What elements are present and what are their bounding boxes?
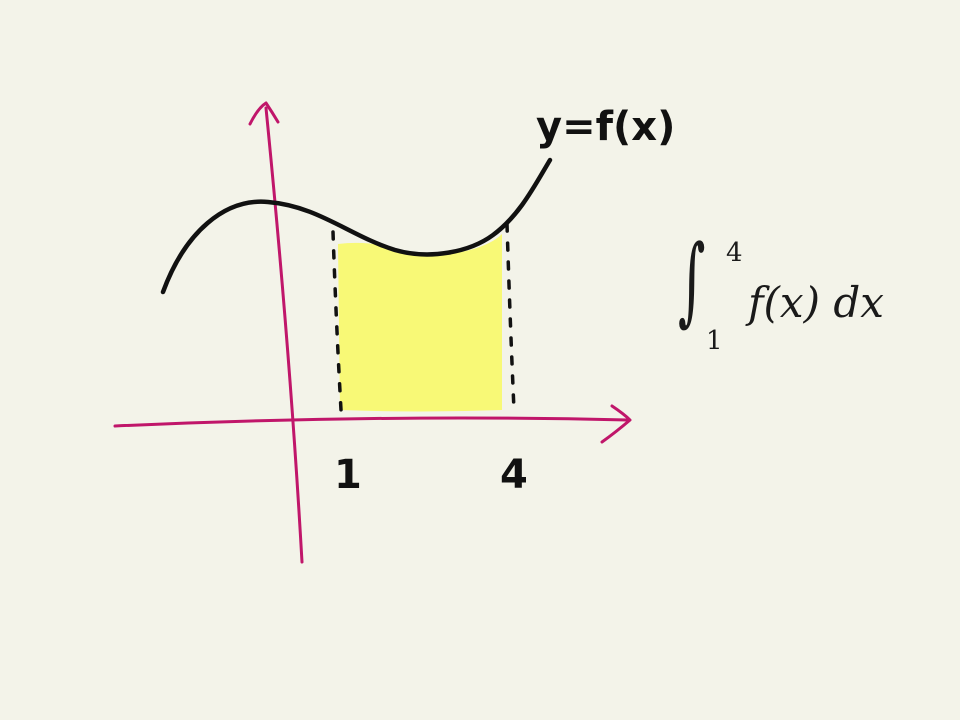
tick-label-4: 4 xyxy=(500,452,528,498)
x-axis-arrowhead xyxy=(600,404,632,444)
y-axis-arrowhead xyxy=(248,101,280,126)
integral-formula: ∫ 4 1 f(x) dx xyxy=(676,232,916,358)
function-curve xyxy=(160,157,553,295)
integrand: f(x) dx xyxy=(748,278,884,327)
right-bound-dashed-line xyxy=(505,222,516,412)
integral-symbol: ∫ xyxy=(678,224,706,336)
curve-label: y=f(x) xyxy=(536,104,675,150)
left-bound-dashed-line xyxy=(331,230,343,412)
shaded-area-region xyxy=(338,234,502,412)
upper-limit: 4 xyxy=(726,238,743,268)
y-axis xyxy=(264,106,304,564)
x-axis xyxy=(113,416,630,428)
tick-label-1: 1 xyxy=(334,452,362,498)
lower-limit: 1 xyxy=(706,326,723,356)
